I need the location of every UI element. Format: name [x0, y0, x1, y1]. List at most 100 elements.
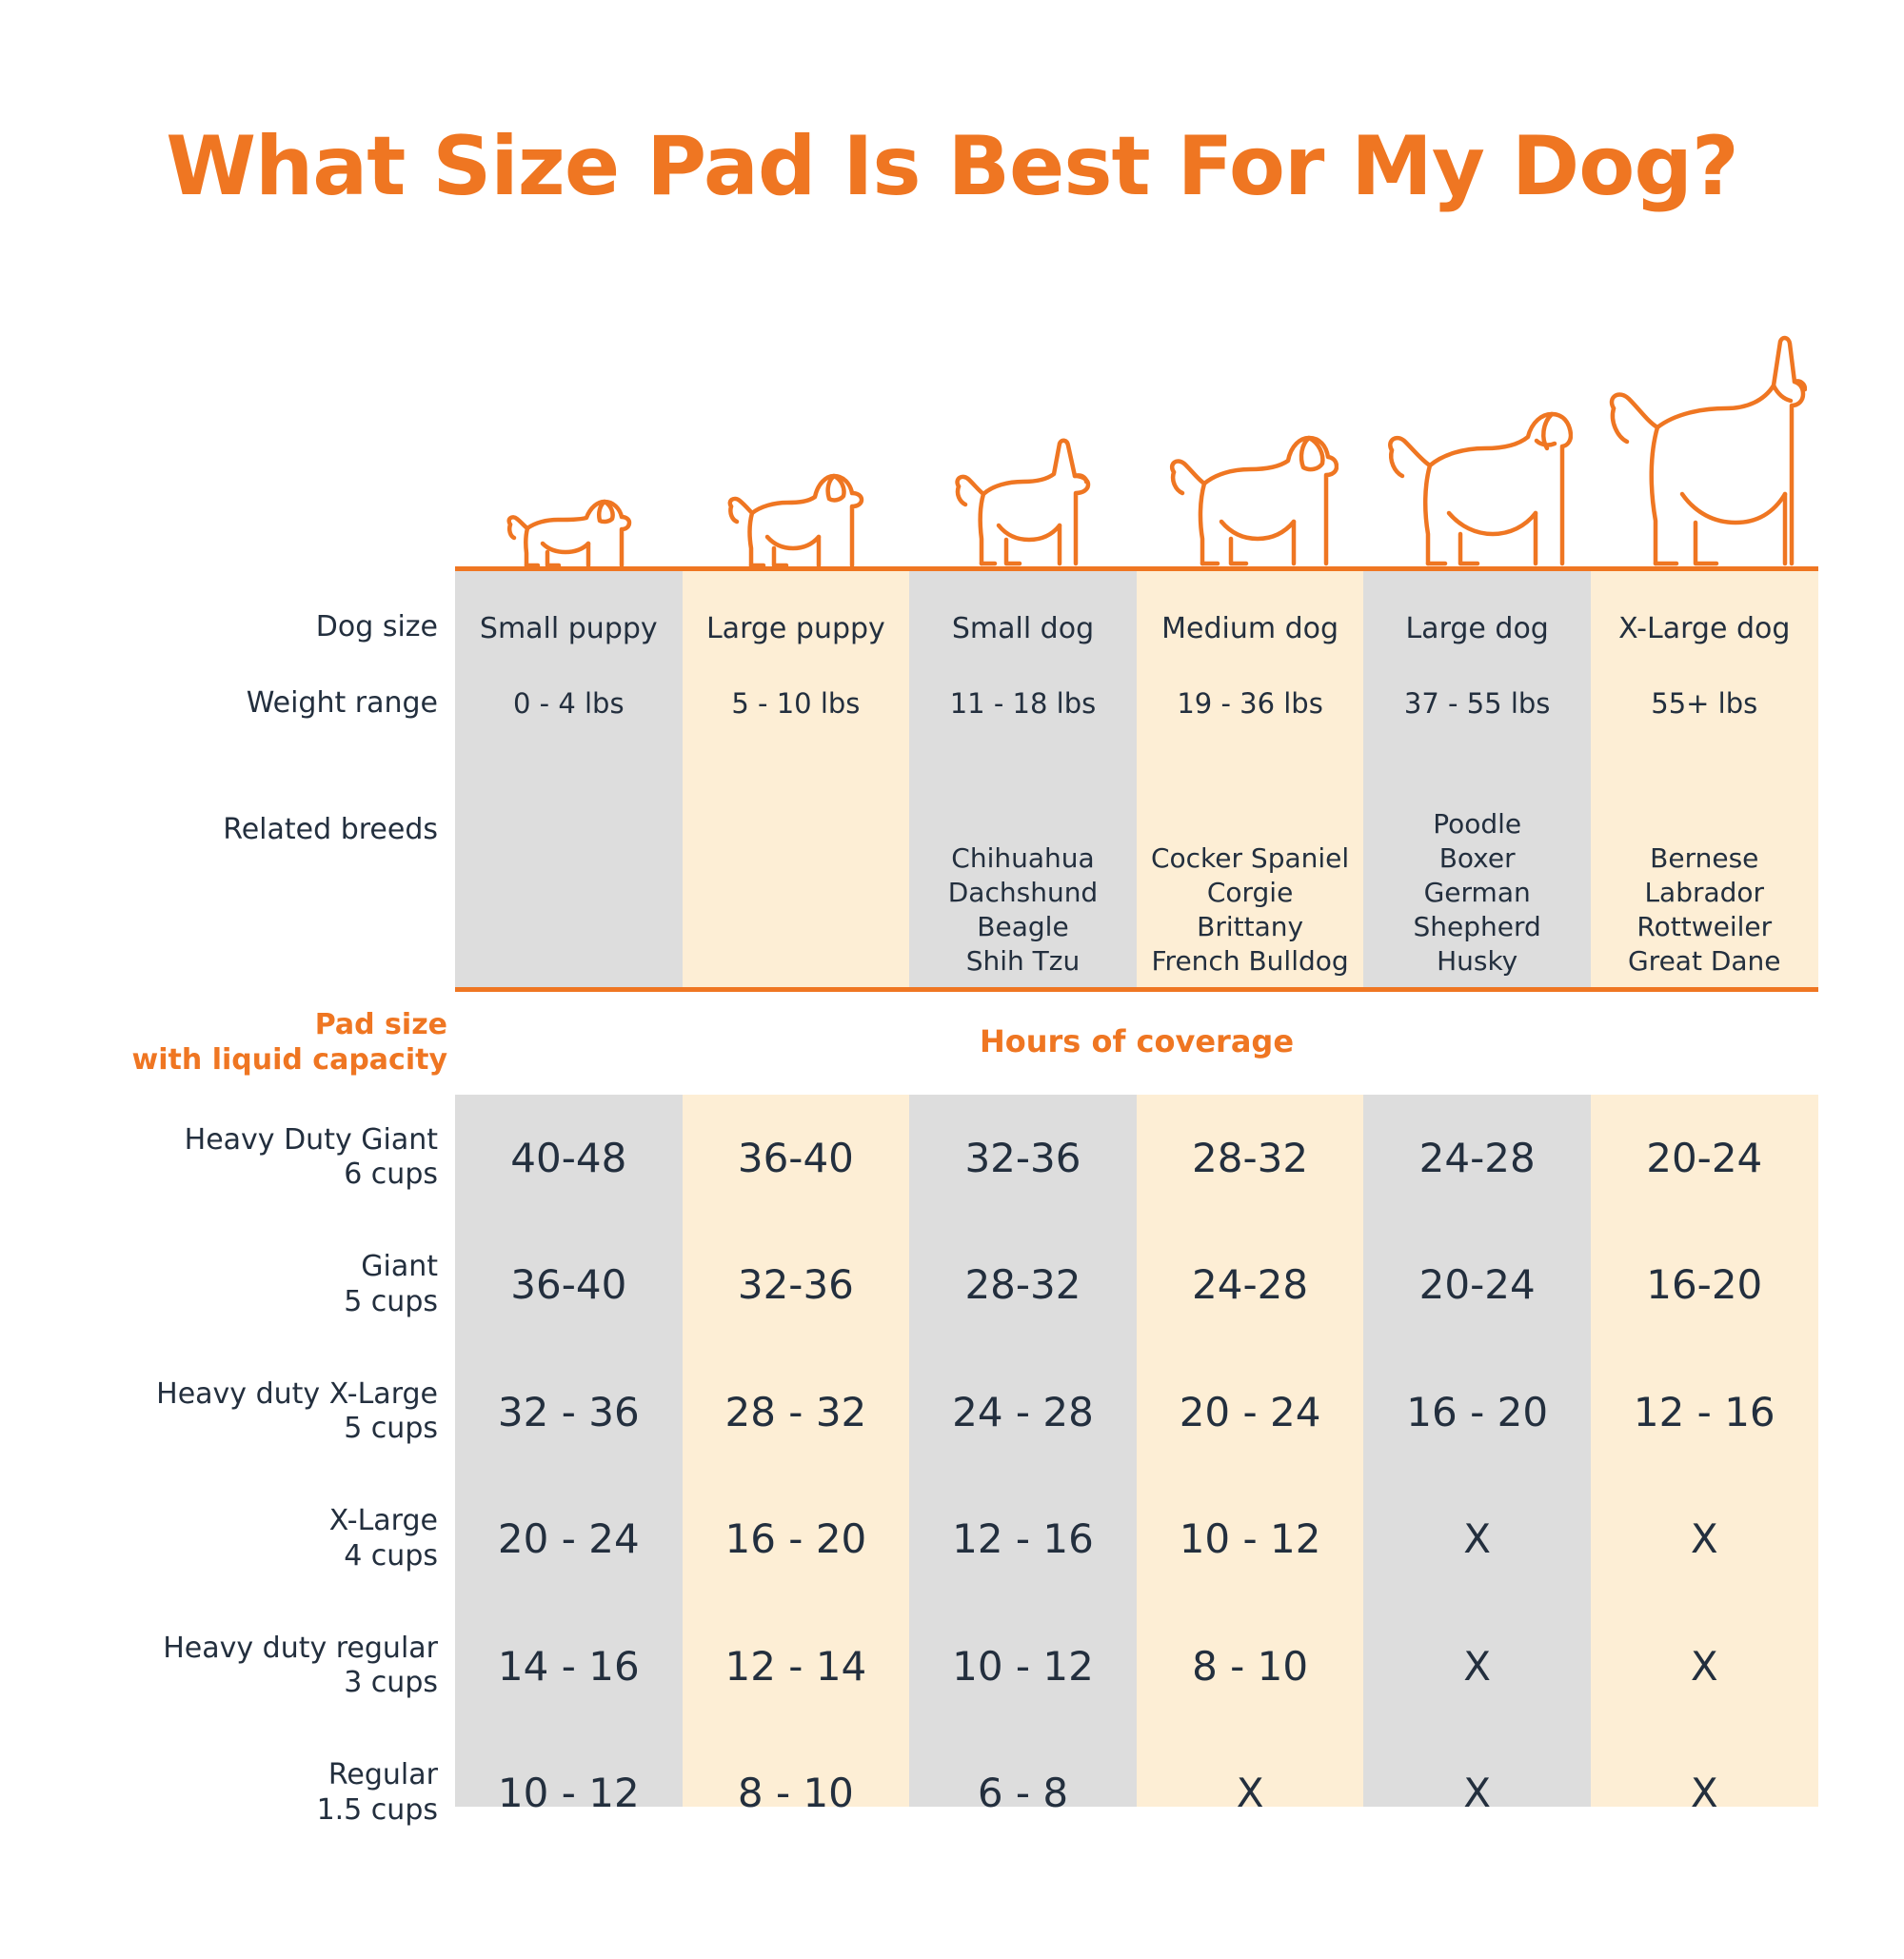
hours-5-4: X [1463, 1770, 1492, 1817]
breed-item: Husky [1437, 944, 1518, 977]
breed-item: Corgie [1206, 877, 1294, 909]
middle-rule [455, 986, 1818, 992]
hours-5-0: 10 - 12 [497, 1770, 640, 1817]
size-chart: Dog size Weight range Related breeds Sma… [0, 55, 1904, 1959]
weight-range-row: 0 - 4 lbs 5 - 10 lbs 11 - 18 lbs 19 - 36… [455, 686, 1818, 722]
hours-2-2: 24 - 28 [952, 1388, 1094, 1435]
hours-3-4: X [1463, 1515, 1492, 1563]
hours-0-1: 36-40 [737, 1134, 854, 1181]
column-stripe-x-large-dog [1590, 568, 1818, 1807]
hours-3-0: 20 - 24 [497, 1515, 640, 1563]
hours-4-1: 12 - 14 [724, 1642, 867, 1690]
dog-size-x-large-dog: X-Large dog [1618, 611, 1791, 645]
breeds-medium-dog: Cocker Spaniel Corgie Brittany French Bulld… [1137, 841, 1364, 978]
hours-1-3: 24-28 [1192, 1261, 1309, 1309]
medium-dog-icon [1169, 435, 1339, 565]
weight-large-puppy: 5 - 10 lbs [731, 686, 861, 720]
column-stripes [455, 568, 1818, 1807]
dog-size-large-puppy: Large puppy [705, 611, 885, 645]
breeds-large-dog: Poodle Boxer German Shepherd Husky [1363, 807, 1591, 978]
pad-row-label-x-large: X-Large 4 cups [76, 1475, 447, 1603]
hours-3-5: X [1690, 1515, 1718, 1563]
small-dog-icon [955, 438, 1091, 565]
breed-item: Great Dane [1627, 944, 1781, 977]
column-stripe-large-puppy [682, 568, 910, 1807]
hours-2-0: 32 - 36 [497, 1388, 640, 1435]
dog-size-small-dog: Small dog [951, 611, 1095, 645]
large-dog-icon [1387, 411, 1573, 565]
breed-item: Rottweiler [1636, 910, 1773, 942]
column-stripe-medium-dog [1136, 568, 1364, 1807]
hours-1-0: 36-40 [510, 1261, 627, 1309]
label-related-breeds: Related breeds [223, 812, 438, 846]
dog-size-large-dog: Large dog [1405, 611, 1549, 645]
hours-4-4: X [1463, 1642, 1492, 1690]
section-divider-band [455, 989, 1818, 1095]
table-row: 40-48 36-40 32-36 28-32 24-28 20-24 [455, 1095, 1818, 1222]
breed-item: Labrador [1644, 877, 1765, 909]
breed-item: Shih Tzu [965, 944, 1081, 977]
weight-large-dog: 37 - 55 lbs [1403, 686, 1551, 720]
table-row: 10 - 12 8 - 10 6 - 8 X X X [455, 1730, 1818, 1857]
table-row: 32 - 36 28 - 32 24 - 28 20 - 24 16 - 20 … [455, 1349, 1818, 1476]
breed-item: Dachshund [947, 877, 1099, 909]
pad-row-label-heavy-duty-regular: Heavy duty regular 3 cups [76, 1603, 447, 1731]
dog-cell-x-large-dog [1591, 322, 1818, 567]
pad-name-0: Heavy Duty Giant [184, 1122, 438, 1157]
pad-capacity-4: 3 cups [344, 1666, 438, 1700]
dog-silhouette-row [455, 322, 1818, 567]
table-row: 20 - 24 16 - 20 12 - 16 10 - 12 X X [455, 1475, 1818, 1603]
dog-cell-large-dog [1363, 322, 1591, 567]
hours-5-2: 6 - 8 [977, 1770, 1069, 1817]
hours-5-1: 8 - 10 [737, 1770, 854, 1817]
pad-name-4: Heavy duty regular [163, 1631, 438, 1665]
dog-size-row: Small puppy Large puppy Small dog Medium… [455, 610, 1818, 647]
hours-1-5: 16-20 [1646, 1261, 1763, 1309]
pad-capacity-0: 6 cups [344, 1158, 438, 1192]
pad-name-5: Regular [327, 1758, 438, 1792]
breed-item: Chihuahua [951, 842, 1095, 875]
page-title: What Size Pad Is Best For My Dog? [166, 118, 1739, 214]
breed-item: Shepherd [1413, 910, 1541, 942]
pad-capacity-2: 5 cups [344, 1412, 438, 1446]
hours-0-5: 20-24 [1646, 1134, 1763, 1181]
hours-2-4: 16 - 20 [1406, 1388, 1549, 1435]
pad-name-1: Giant [361, 1250, 438, 1284]
weight-x-large-dog: 55+ lbs [1651, 686, 1758, 720]
column-stripe-large-dog [1363, 568, 1591, 1807]
pad-size-header-line2: with liquid capacity [131, 1043, 447, 1078]
breeds-small-dog: Chihuahua Dachshund Beagle Shih Tzu [909, 841, 1137, 978]
dog-cell-small-dog [909, 322, 1137, 567]
label-weight-range: Weight range [246, 685, 438, 720]
breed-item: Beagle [977, 910, 1069, 942]
pad-size-header: Pad size with liquid capacity [76, 1007, 447, 1078]
breed-item: Poodle [1433, 808, 1522, 841]
hours-2-5: 12 - 16 [1633, 1388, 1775, 1435]
hours-2-1: 28 - 32 [724, 1388, 867, 1435]
pad-name-2: Heavy duty X-Large [156, 1376, 438, 1411]
pad-name-3: X-Large [328, 1504, 438, 1538]
column-stripe-small-dog [909, 568, 1137, 1807]
pad-capacity-3: 4 cups [344, 1538, 438, 1573]
breed-item: French Bulldog [1151, 944, 1349, 977]
column-stripe-small-puppy [455, 568, 683, 1807]
hours-4-0: 14 - 16 [497, 1642, 640, 1690]
hours-4-5: X [1690, 1642, 1718, 1690]
hours-1-2: 28-32 [964, 1261, 1081, 1309]
x-large-dog-icon [1609, 335, 1807, 565]
breed-item: German [1423, 877, 1531, 909]
dog-cell-large-puppy [683, 322, 910, 567]
hours-3-2: 12 - 16 [952, 1515, 1094, 1563]
dog-cell-small-puppy [455, 322, 683, 567]
dog-cell-medium-dog [1137, 322, 1364, 567]
hours-of-coverage-header: Hours of coverage [979, 1022, 1295, 1059]
breed-item: Bernese [1650, 842, 1759, 875]
large-puppy-icon [727, 473, 864, 567]
table-row: 36-40 32-36 28-32 24-28 20-24 16-20 [455, 1221, 1818, 1349]
pad-size-header-line1: Pad size [314, 1007, 447, 1041]
label-dog-size: Dog size [315, 609, 438, 643]
weight-small-dog: 11 - 18 lbs [949, 686, 1097, 720]
hours-4-3: 8 - 10 [1192, 1642, 1309, 1690]
dog-size-medium-dog: Medium dog [1161, 611, 1339, 645]
pad-capacity-5: 1.5 cups [316, 1792, 438, 1827]
